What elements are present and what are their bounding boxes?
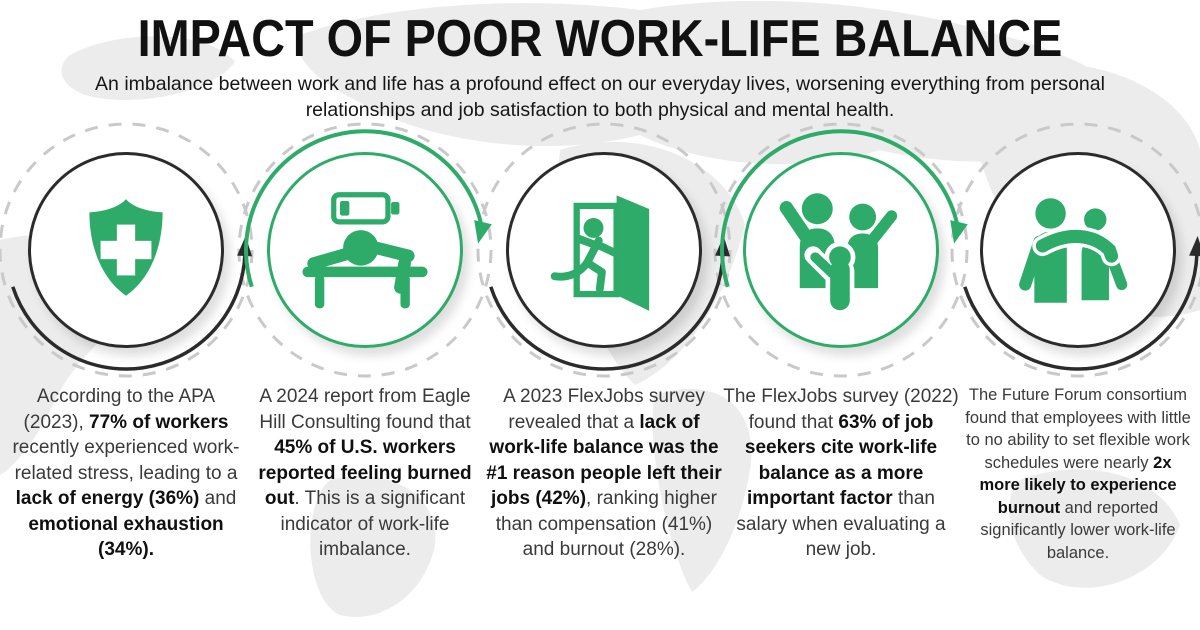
step-description: A 2024 report from Eagle Hill Consulting…: [258, 386, 472, 560]
step-description: The FlexJobs survey (2022) found that 63…: [723, 386, 959, 560]
step-stress: According to the APA (2023), 77% of work…: [8, 152, 244, 563]
icon-circle: [267, 152, 463, 348]
step-description: The Future Forum consortium found that e…: [965, 385, 1191, 562]
step-job-seeking: The FlexJobs survey (2022) found that 63…: [723, 152, 959, 563]
page-subtitle: An imbalance between work and life has a…: [95, 73, 1105, 121]
step-flexibility: The Future Forum consortium found that e…: [960, 152, 1196, 564]
icon-circle: [506, 152, 702, 348]
icon-circle: [980, 152, 1176, 348]
step-description: A 2023 FlexJobs survey revealed that a l…: [486, 386, 722, 560]
support-friends-icon: [1019, 198, 1128, 306]
icon-circle: [28, 152, 224, 348]
exit-door-icon: [550, 195, 650, 311]
step-quitting: A 2023 FlexJobs survey revealed that a l…: [486, 152, 722, 563]
step-burnout: A 2024 report from Eagle Hill Consulting…: [247, 152, 483, 563]
icon-circle: [743, 152, 939, 348]
page-title: IMPACT OF POOR WORK-LIFE BALANCE: [137, 10, 1063, 68]
low-battery-burnout-icon: [302, 192, 428, 309]
header: IMPACT OF POOR WORK-LIFE BALANCE An imba…: [0, 12, 1200, 123]
step-description: According to the APA (2023), 77% of work…: [12, 386, 240, 560]
family-icon: [779, 193, 898, 313]
shield-cross-icon: [89, 199, 163, 296]
